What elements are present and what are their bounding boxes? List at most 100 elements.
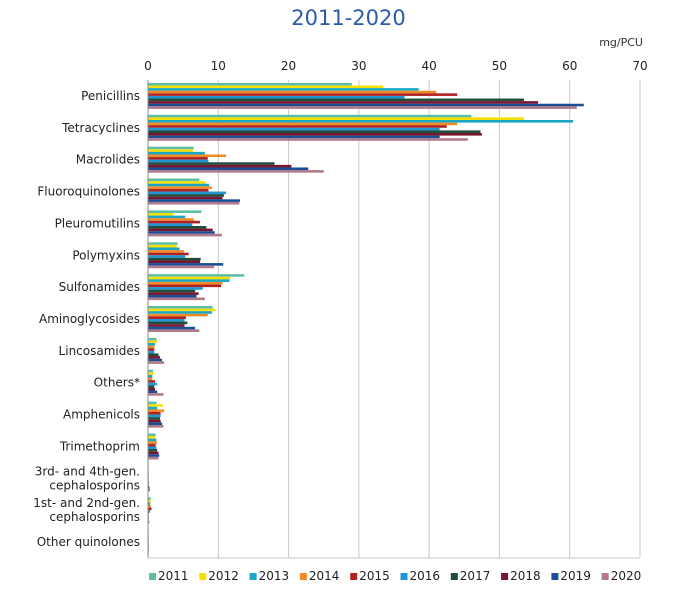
bar (148, 488, 151, 492)
bar (148, 135, 440, 139)
bar (148, 382, 158, 386)
bar (148, 356, 160, 359)
bar (148, 419, 161, 423)
bar (148, 93, 458, 96)
legend-label: 2018 (510, 569, 541, 583)
bar (148, 422, 163, 425)
unit-label: mg/PCU (599, 36, 643, 49)
bar (148, 374, 153, 378)
bar (148, 194, 224, 197)
bar (148, 274, 245, 277)
bar (148, 213, 174, 216)
bar (148, 149, 193, 152)
x-axis-ticks: 0 10 20 30 40 50 60 70 (144, 59, 647, 73)
bar (148, 88, 419, 91)
category-label: Penicillins (81, 89, 140, 103)
bar (148, 247, 180, 251)
bar (148, 103, 584, 107)
legend-swatch (149, 573, 156, 580)
legend-swatch (199, 573, 207, 580)
bar (148, 449, 158, 452)
bar (148, 146, 194, 150)
bar (148, 348, 155, 351)
bar (148, 255, 186, 258)
bar (148, 154, 227, 158)
bar (148, 417, 160, 420)
bar (148, 82, 352, 86)
legend-swatch (601, 573, 609, 580)
bar (148, 412, 161, 415)
legend-swatch (350, 573, 358, 580)
bar (148, 507, 152, 511)
bar (148, 446, 157, 450)
bar (148, 127, 440, 131)
category-label: Pleuromutilins (55, 216, 140, 230)
category-label: 1st- and 2nd-gen. (33, 496, 140, 510)
bar (148, 133, 482, 136)
bar (148, 433, 156, 437)
bars (148, 82, 584, 556)
x-tick-label: 30 (351, 59, 366, 73)
bar (148, 252, 189, 256)
category-label: Lincosamides (59, 344, 140, 358)
bar (148, 438, 157, 442)
bar (148, 170, 324, 173)
x-tick-label: 70 (632, 59, 647, 73)
bar (148, 188, 209, 192)
bar (148, 361, 165, 364)
bar (148, 393, 164, 396)
bar (148, 167, 309, 171)
legend-label: 2013 (259, 569, 290, 583)
bar (148, 183, 210, 187)
legend-swatch (299, 573, 307, 580)
x-tick-label: 40 (422, 59, 437, 73)
bar (148, 223, 193, 226)
bar (148, 387, 156, 391)
bar (148, 316, 186, 319)
bar (148, 287, 203, 290)
legend-swatch (551, 573, 559, 580)
bar (148, 289, 196, 293)
bar (148, 178, 200, 182)
legend-label: 2015 (359, 569, 390, 583)
bar (148, 138, 468, 141)
bar (148, 186, 212, 189)
bar (148, 181, 206, 184)
bar (148, 326, 196, 330)
gridlines (147, 80, 641, 558)
bar (148, 340, 158, 344)
legend: 2011 2012 2013 2014 2015 2016 2017 2018 2019 2020 (149, 569, 641, 583)
bar (148, 228, 213, 232)
legend-swatch (501, 573, 509, 580)
bar (148, 265, 215, 269)
bar (148, 502, 151, 505)
bar (148, 372, 154, 375)
legend-swatch (400, 573, 408, 580)
bar (148, 276, 231, 280)
bar (148, 244, 177, 248)
bar (148, 358, 163, 362)
bar (148, 409, 165, 412)
bar (148, 414, 161, 418)
bar (148, 218, 194, 221)
category-label: Trimethoprim (59, 439, 140, 453)
bar (148, 95, 405, 99)
category-label: Others* (94, 376, 140, 390)
bar (148, 505, 151, 508)
bar (148, 385, 155, 388)
bar (148, 257, 201, 261)
bar (148, 151, 205, 155)
legend-label: 2011 (158, 569, 189, 583)
bar (148, 281, 223, 285)
bar (148, 425, 164, 428)
bar (148, 404, 163, 407)
bar (148, 292, 199, 295)
category-label: Fluoroquinolones (37, 185, 140, 199)
legend-label: 2020 (611, 569, 642, 583)
bar (148, 125, 447, 128)
bar (148, 199, 241, 202)
x-tick-label: 60 (562, 59, 577, 73)
y-axis (147, 80, 640, 559)
category-label: Sulfonamides (59, 280, 140, 294)
bar (148, 201, 240, 205)
